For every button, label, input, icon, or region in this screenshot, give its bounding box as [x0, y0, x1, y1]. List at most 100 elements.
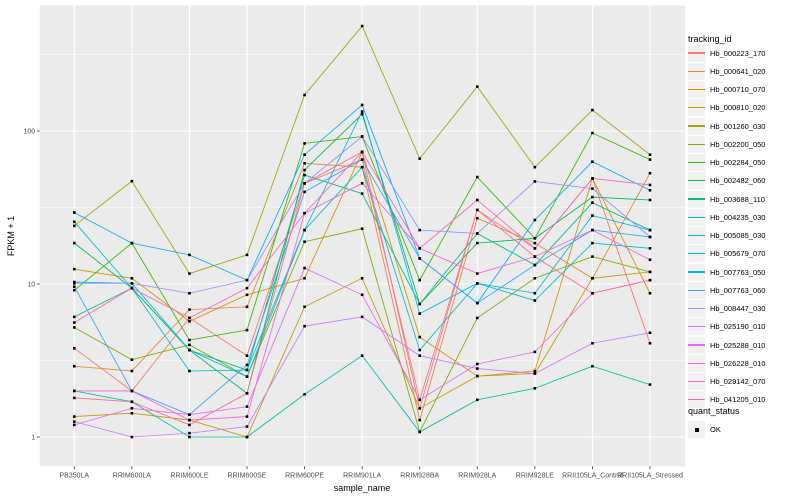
- data-point: [130, 286, 134, 290]
- data-point: [533, 255, 537, 258]
- data-point: [648, 188, 652, 192]
- legend-key-box: [688, 263, 705, 281]
- data-point: [73, 280, 76, 284]
- data-point: [303, 276, 306, 280]
- data-point: [360, 110, 364, 113]
- data-point: [245, 278, 249, 282]
- data-point: [188, 435, 191, 439]
- legend-title-tracking-id: tracking_id: [688, 34, 732, 44]
- data-point: [418, 312, 422, 315]
- data-point: [245, 328, 249, 332]
- data-point: [73, 420, 76, 423]
- data-point: [418, 354, 422, 357]
- data-point: [591, 341, 594, 345]
- data-point: [418, 398, 422, 402]
- data-point: [360, 192, 364, 195]
- legend-key-box: [688, 281, 705, 299]
- legend-key-box: [688, 81, 705, 98]
- data-point: [648, 183, 652, 187]
- data-point: [303, 228, 306, 232]
- data-point: [130, 369, 134, 373]
- data-point: [533, 350, 537, 354]
- data-point: [303, 211, 306, 215]
- data-point: [418, 157, 422, 160]
- data-point: [648, 235, 652, 239]
- data-point: [303, 142, 306, 145]
- data-point: [648, 247, 652, 250]
- legend-key-box: [688, 99, 705, 117]
- y-axis-title: FPKM + 1: [6, 216, 16, 256]
- legend-key-line-icon: [688, 198, 705, 200]
- data-point: [303, 393, 306, 396]
- data-point: [245, 415, 249, 418]
- data-point: [188, 348, 191, 352]
- legend-item-label: Hb_000223_170: [710, 48, 766, 58]
- data-point: [303, 305, 306, 309]
- data-point: [418, 257, 422, 260]
- legend-key-line-icon: [688, 344, 705, 346]
- data-point: [418, 407, 422, 410]
- data-point: [73, 321, 76, 324]
- legend-key-line-icon: [688, 289, 705, 291]
- data-point: [303, 173, 306, 177]
- data-point: [648, 198, 652, 202]
- data-point: [360, 182, 364, 185]
- y-tick-label: 1: [31, 435, 35, 442]
- data-point: [188, 338, 191, 342]
- legend-key-line-icon: [688, 380, 705, 383]
- data-point: [591, 276, 594, 280]
- data-point: [475, 208, 479, 212]
- data-point: [648, 153, 652, 156]
- legend-key-box: [688, 300, 705, 317]
- data-point: [245, 375, 249, 378]
- data-point: [245, 354, 249, 357]
- data-point: [591, 177, 594, 180]
- data-point: [475, 241, 479, 245]
- data-point: [475, 85, 479, 88]
- legend-item-label: Hb_001260_030: [710, 121, 766, 131]
- y-tick-label: 100: [24, 129, 36, 136]
- data-point: [648, 258, 652, 262]
- data-point: [533, 180, 537, 183]
- data-point: [475, 362, 479, 366]
- data-point: [188, 343, 191, 347]
- data-point: [73, 315, 76, 319]
- data-point: [130, 389, 134, 393]
- data-point: [130, 411, 134, 415]
- data-point: [73, 241, 76, 245]
- data-point: [591, 160, 594, 163]
- data-point: [188, 418, 191, 422]
- data-point: [591, 241, 594, 245]
- data-point: [188, 320, 191, 323]
- legend-key-box: [688, 117, 705, 135]
- data-point: [360, 293, 364, 297]
- data-point: [648, 331, 652, 335]
- data-point: [591, 228, 594, 232]
- legend-key-line-icon: [688, 234, 705, 237]
- data-point: [533, 387, 537, 390]
- data-point: [303, 162, 306, 165]
- data-point: [648, 171, 652, 175]
- data-point: [73, 211, 76, 214]
- data-point: [418, 348, 422, 352]
- data-point: [475, 175, 479, 179]
- data-point: [648, 278, 652, 282]
- x-tick-label: RRII105LA_Stressed: [617, 472, 683, 479]
- data-point: [533, 241, 537, 245]
- data-point: [73, 220, 76, 224]
- legend-key-line-icon: [688, 70, 705, 72]
- data-point: [533, 369, 537, 373]
- legend-key-line-icon: [688, 271, 705, 273]
- data-point: [130, 179, 134, 183]
- data-point: [73, 285, 76, 289]
- legend-key-box: [688, 336, 705, 354]
- x-tick-label: RRII105LA_Control: [562, 472, 623, 479]
- data-point: [533, 247, 537, 250]
- data-point: [303, 190, 306, 194]
- legend-key-box: [688, 318, 705, 336]
- data-point: [188, 431, 191, 435]
- data-point: [648, 158, 652, 161]
- data-point: [418, 278, 422, 282]
- data-point: [245, 305, 249, 309]
